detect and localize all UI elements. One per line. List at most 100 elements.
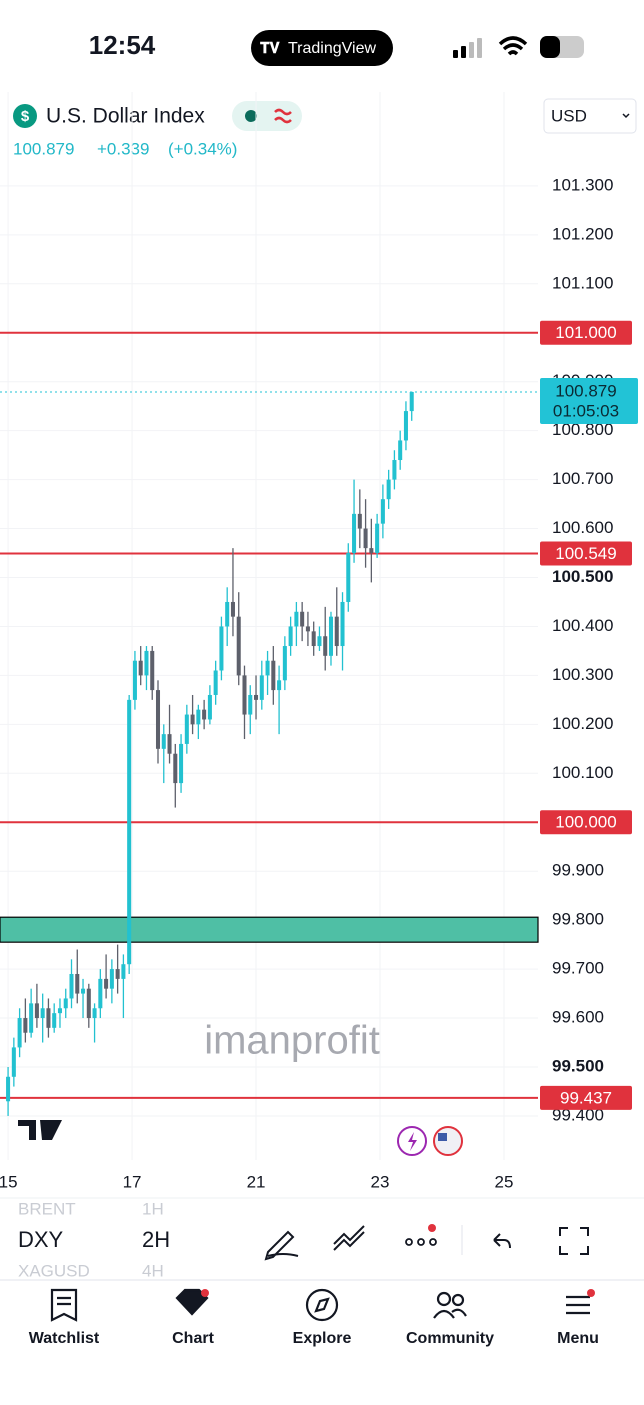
signal (453, 38, 482, 58)
candle-body (357, 513, 362, 529)
y-tick-label: 101.200 (552, 224, 613, 243)
candle-body (277, 680, 282, 691)
candle-body (104, 978, 109, 989)
y-tick-label: 101.300 (552, 175, 613, 194)
candle-body (409, 391, 414, 412)
candle-body (369, 548, 374, 554)
candle-body (11, 1047, 16, 1077)
badge (428, 1224, 436, 1232)
candle-body (328, 616, 334, 656)
candle-body (259, 675, 264, 700)
level-tag (540, 810, 632, 835)
y-tick-label: 100.300 (552, 665, 613, 684)
trend-tool[interactable] (333, 1225, 365, 1251)
candle-body (300, 611, 305, 627)
y-tick-label: 100.800 (552, 420, 613, 439)
candle-body (173, 753, 178, 784)
y-tick-label: 99.700 (552, 959, 604, 978)
last-price-tag (540, 377, 638, 424)
fullscreen[interactable] (559, 1227, 589, 1255)
level-tag (540, 1085, 632, 1110)
currency[interactable]: USD (551, 106, 587, 125)
undo[interactable] (493, 1233, 511, 1249)
toolbar-symbol[interactable]: XAGUSD (18, 1261, 90, 1280)
candle-body (323, 636, 328, 656)
candle-body (115, 969, 120, 979)
y-tick-label: 99.400 (552, 1105, 604, 1124)
clock: 12:54 (89, 30, 156, 60)
flag-canton (438, 1133, 447, 1141)
toolbar-interval[interactable]: 1H (142, 1199, 164, 1218)
candle-body (92, 1008, 97, 1019)
nav-label[interactable]: Menu (557, 1330, 599, 1347)
candle-body (317, 636, 322, 647)
toolbar-interval[interactable]: 2H (142, 1227, 170, 1252)
candle-body (219, 626, 224, 671)
candle-body (196, 709, 201, 725)
candle-body (109, 969, 114, 989)
nav-label[interactable]: Community (406, 1330, 494, 1347)
candle-body (86, 988, 91, 1019)
toolbar-interval[interactable]: 4H (142, 1261, 164, 1280)
level-label: 101.000 (555, 323, 616, 342)
nav-label[interactable]: Explore (293, 1330, 352, 1347)
candle-body (207, 694, 212, 720)
symbol-icon (13, 104, 37, 128)
app-pill (251, 30, 393, 66)
select-caret (622, 113, 630, 119)
candle-body (340, 601, 345, 647)
watermark: imanprofit (204, 1019, 380, 1063)
candle-body (271, 660, 276, 691)
x-tick-label: 15 (0, 1172, 18, 1191)
candle-body (392, 460, 397, 480)
candle-body (75, 973, 80, 994)
zone (0, 916, 539, 943)
nav-label[interactable]: Chart (172, 1330, 214, 1347)
badge (201, 1289, 209, 1297)
toolbar-symbol[interactable]: DXY (18, 1227, 64, 1252)
wifi (498, 36, 528, 56)
countdown: 01:05:03 (553, 401, 619, 420)
candle-body (167, 734, 172, 754)
candle-body (150, 650, 155, 691)
candle-body (386, 479, 391, 500)
last-price-label: 100.879 (555, 381, 616, 400)
more-tools[interactable] (405, 1238, 437, 1246)
candle-body (46, 1008, 51, 1028)
candle-body (311, 631, 316, 647)
y-tick-label: 100.100 (552, 763, 613, 782)
tv-mini-logo: 𝐓𝐕 (260, 40, 281, 57)
badge (587, 1289, 595, 1297)
candle-body (179, 743, 184, 784)
symbol-name[interactable]: U.S. Dollar Index (46, 105, 205, 128)
candle-body (57, 1008, 62, 1014)
status-badge[interactable] (232, 101, 302, 131)
delayed-icon (274, 108, 292, 124)
y-tick-label: 100.700 (552, 469, 613, 488)
candle-body (352, 513, 357, 554)
candle-body (29, 1003, 34, 1033)
nav-icons (50, 1288, 590, 1322)
change: +0.339 (97, 139, 149, 158)
candle-body (305, 626, 310, 632)
y-tick-label: 100.600 (552, 518, 613, 537)
currency-select[interactable] (543, 98, 637, 134)
candle-body (202, 709, 207, 720)
nav-label[interactable]: Watchlist (29, 1330, 100, 1347)
x-tick-label: 17 (123, 1172, 142, 1191)
toolbar-symbol[interactable]: BRENT (18, 1199, 76, 1218)
candle-body (69, 973, 74, 999)
candle-body (403, 411, 408, 441)
chart[interactable]: 99.400 99.500 99.600 99.700 99.800 99.900 100.… (0, 92, 638, 1191)
level-label: 100.549 (555, 544, 616, 563)
candle-body (230, 601, 235, 617)
x-tick-label: 25 (495, 1172, 514, 1191)
candle-body (40, 1008, 45, 1019)
level-label: 100.000 (555, 813, 616, 832)
draw-tool[interactable] (264, 1230, 299, 1261)
candle-body (190, 714, 195, 725)
candle-body (81, 988, 86, 994)
y-tick-label: 100.200 (552, 714, 613, 733)
candle-body (155, 690, 161, 749)
